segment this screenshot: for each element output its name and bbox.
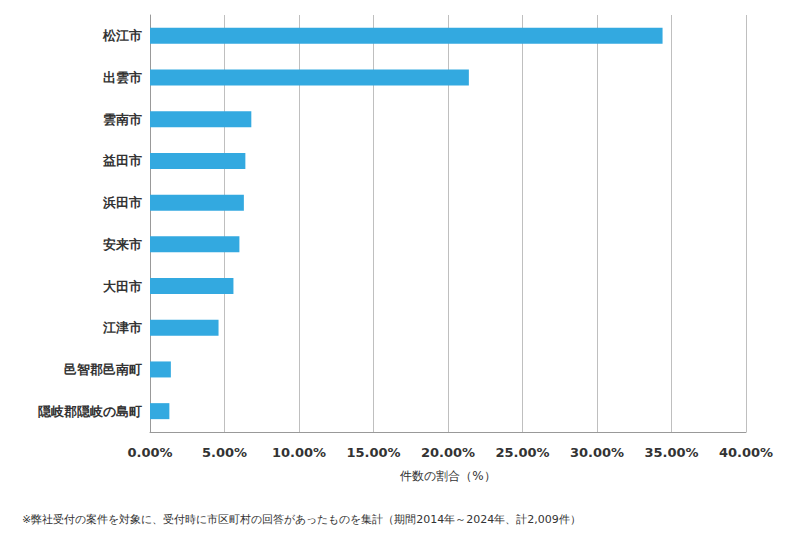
svg-text:邑智郡邑南町: 邑智郡邑南町 <box>64 362 142 377</box>
svg-text:松江市: 松江市 <box>102 28 142 43</box>
svg-text:出雲市: 出雲市 <box>103 70 142 85</box>
svg-text:益田市: 益田市 <box>102 153 142 168</box>
svg-text:浜田市: 浜田市 <box>102 195 142 210</box>
svg-text:35.00%: 35.00% <box>644 445 698 460</box>
svg-text:大田市: 大田市 <box>103 279 142 294</box>
svg-text:雲南市: 雲南市 <box>103 112 142 127</box>
svg-text:10.00%: 10.00% <box>272 445 326 460</box>
svg-text:安来市: 安来市 <box>103 237 142 252</box>
svg-text:25.00%: 25.00% <box>495 445 549 460</box>
svg-text:15.00%: 15.00% <box>346 445 400 460</box>
svg-text:20.00%: 20.00% <box>421 445 475 460</box>
svg-text:件数の割合（%）: 件数の割合（%） <box>400 469 495 483</box>
svg-text:隠岐郡隠岐の島町: 隠岐郡隠岐の島町 <box>38 404 142 419</box>
svg-text:40.00%: 40.00% <box>719 445 773 460</box>
svg-text:5.00%: 5.00% <box>202 445 247 460</box>
svg-text:30.00%: 30.00% <box>570 445 624 460</box>
svg-text:江津市: 江津市 <box>102 320 142 335</box>
svg-text:※弊社受付の案件を対象に、受付時に市区町村の回答があったもの: ※弊社受付の案件を対象に、受付時に市区町村の回答があったものを集計（期間2014… <box>22 513 581 526</box>
svg-text:0.00%: 0.00% <box>127 445 172 460</box>
